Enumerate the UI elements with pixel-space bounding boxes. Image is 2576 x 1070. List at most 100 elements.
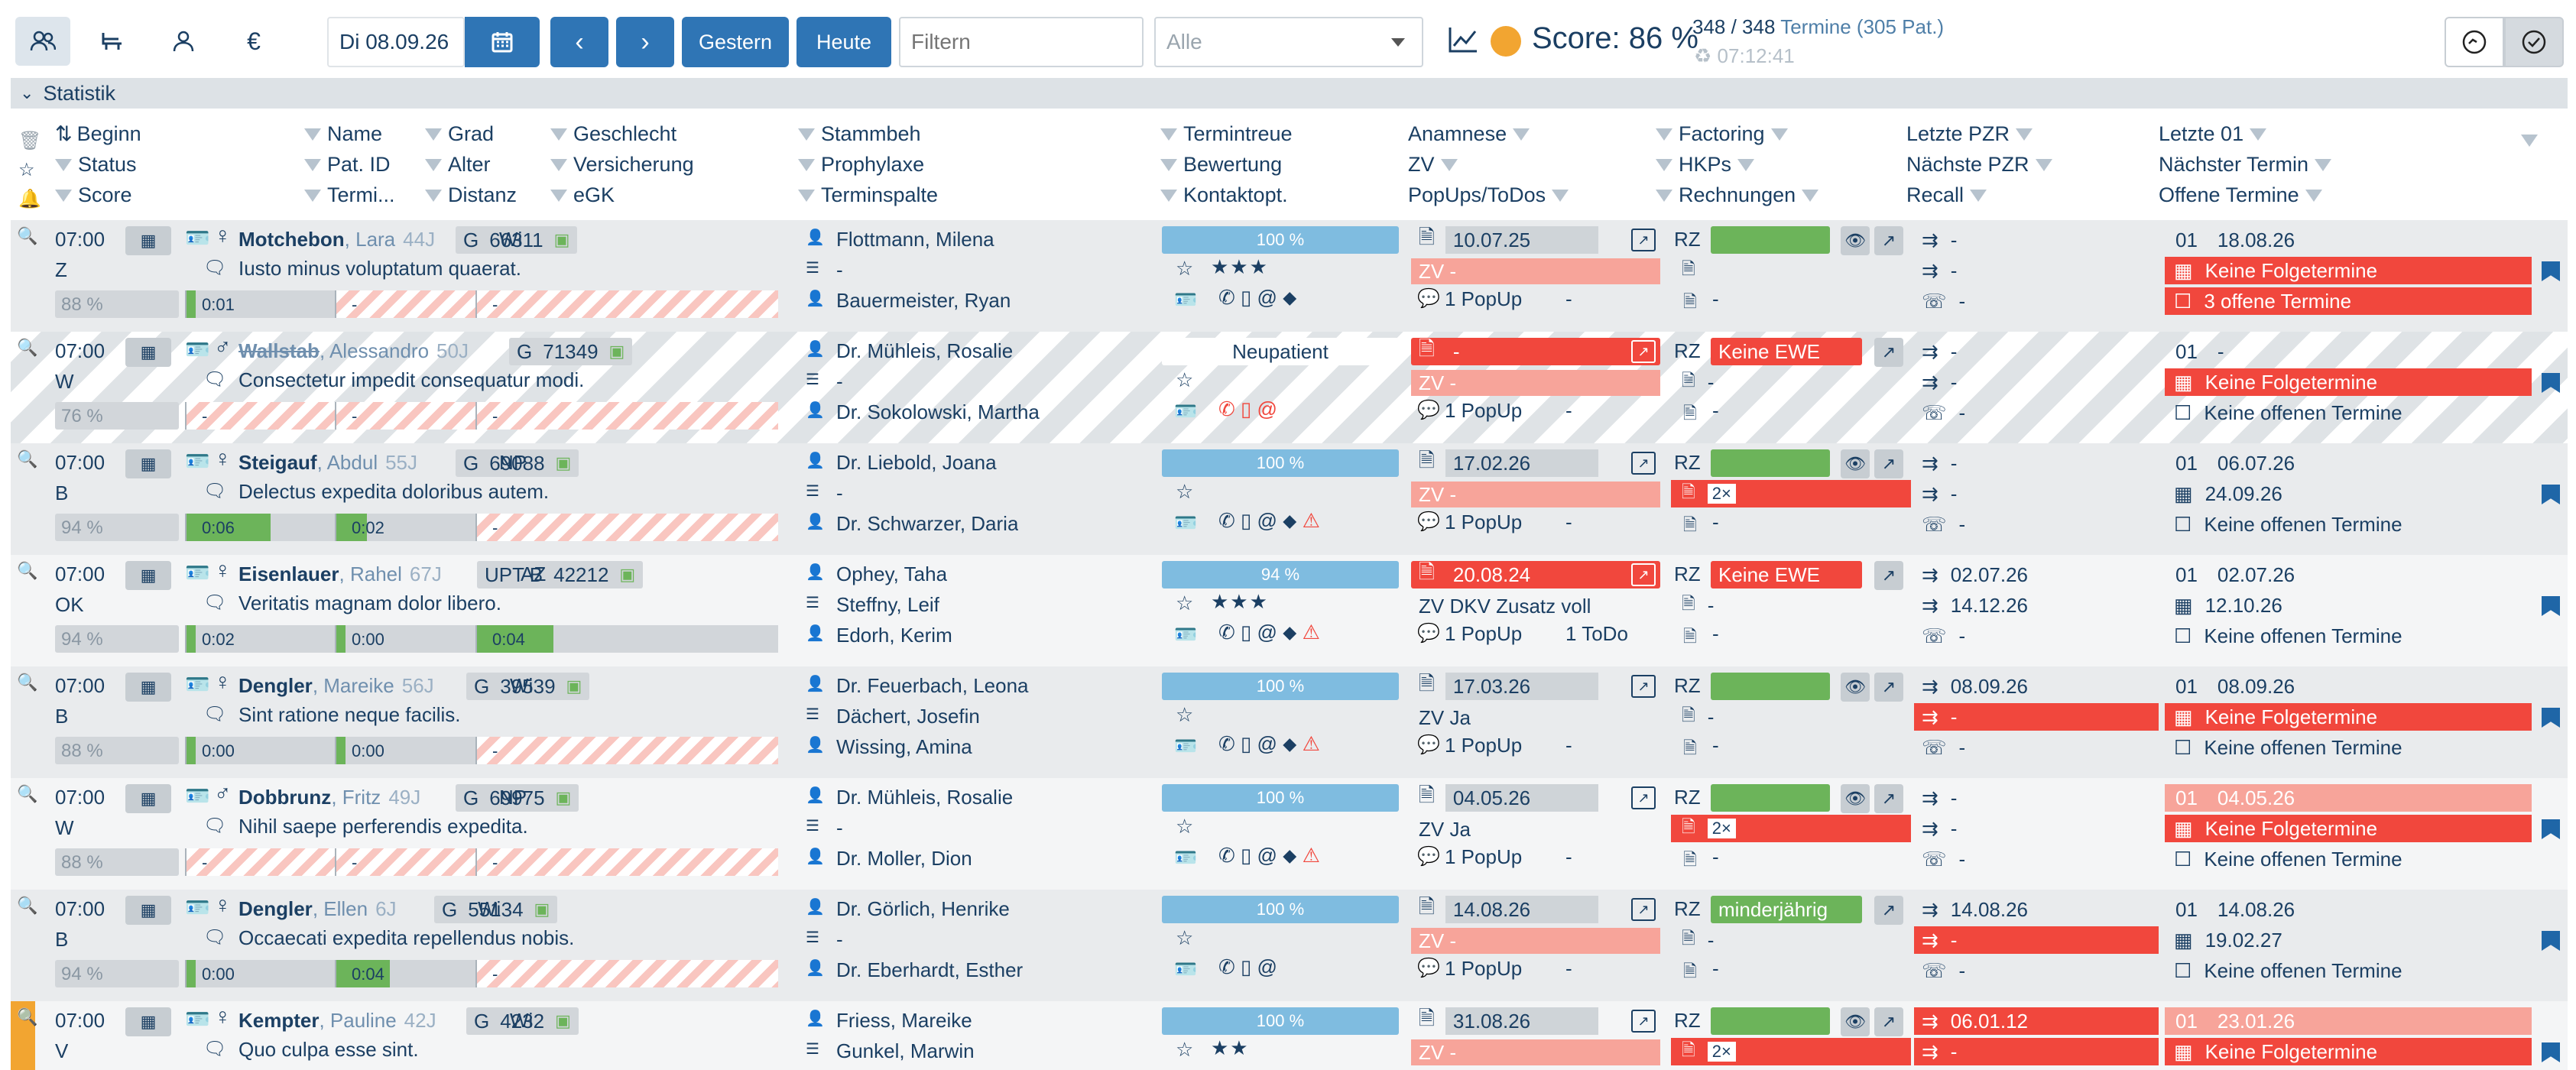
patient-name[interactable]: Motchebon, Lara 44J: [238, 228, 435, 251]
eye-icon[interactable]: 👁: [1841, 226, 1870, 255]
header-col10-2[interactable]: Nächster Termin: [2159, 153, 2332, 177]
filter-icon[interactable]: [425, 189, 442, 202]
open-external-icon[interactable]: ↗: [1874, 673, 1903, 702]
bookmark-icon[interactable]: [2542, 596, 2560, 616]
header-col8-3[interactable]: Rechnungen: [1656, 183, 1819, 207]
header-col5-2[interactable]: Prophylaxe: [798, 153, 924, 177]
filter-icon[interactable]: [798, 158, 815, 171]
qr-icon[interactable]: ▦: [125, 338, 171, 367]
table-row[interactable]: 🔍 07:00 Z 88 % ▦ 🪪 ♀ Motchebon, Lara 44J G 66311 ▣ W…: [11, 220, 2568, 332]
header-col10-3[interactable]: Offene Termine: [2159, 183, 2322, 207]
patient-name[interactable]: Dengler, Mareike 56J: [238, 674, 434, 697]
open-external-icon[interactable]: ↗: [1874, 226, 1903, 255]
header-col6-1[interactable]: Termintreue: [1160, 122, 1293, 146]
filter-icon[interactable]: [1440, 158, 1458, 171]
open-external-icon[interactable]: ↗: [1874, 449, 1903, 478]
table-row[interactable]: 🔍 07:00 OK 94 % ▦ 🪪 ♀ Eisenlauer, Rahel 67J UPT B…: [11, 555, 2568, 666]
open-external-icon[interactable]: ↗: [1631, 786, 1656, 809]
qr-icon[interactable]: ▦: [125, 1007, 171, 1036]
euro-icon[interactable]: €: [247, 27, 261, 55]
filter-icon[interactable]: [425, 128, 442, 141]
next-day-button[interactable]: ›: [616, 17, 674, 67]
qr-icon[interactable]: ▦: [125, 784, 171, 813]
open-external-icon[interactable]: ↗: [1631, 898, 1656, 921]
magnify-icon[interactable]: 🔍: [17, 226, 38, 245]
eye-icon[interactable]: 👁: [1841, 673, 1870, 702]
filter-icon[interactable]: [2315, 158, 2332, 171]
patients-icon[interactable]: [15, 17, 70, 66]
table-row[interactable]: 🔍 07:00 B 94 % ▦ 🪪 ♀ Steigauf, Abdul 55J G 69088 ▣ N…: [11, 443, 2568, 555]
bell-icon[interactable]: 🔔: [18, 189, 41, 209]
filter-icon[interactable]: [1160, 128, 1177, 141]
open-external-icon[interactable]: ↗: [1874, 896, 1903, 925]
magnify-icon[interactable]: 🔍: [17, 338, 38, 357]
sort-icon[interactable]: ⇅: [55, 122, 73, 145]
filter-icon[interactable]: [798, 189, 815, 202]
filter-icon[interactable]: [1970, 189, 1987, 202]
eye-icon[interactable]: 👁: [1841, 1007, 1870, 1036]
qr-icon[interactable]: ▦: [125, 449, 171, 478]
bookmark-icon[interactable]: [2542, 819, 2560, 839]
filter-icon[interactable]: [550, 189, 567, 202]
header-col4-3[interactable]: eGK: [550, 183, 615, 207]
qr-icon[interactable]: ▦: [125, 896, 171, 925]
chair-icon[interactable]: [86, 17, 141, 66]
mode-toggle-left[interactable]: [2445, 17, 2504, 67]
filter-icon[interactable]: [1656, 128, 1672, 141]
bookmark-icon[interactable]: [2542, 261, 2560, 281]
magnify-icon[interactable]: 🔍: [17, 784, 38, 803]
filter-icon[interactable]: [2035, 158, 2052, 171]
filter-icon[interactable]: [550, 128, 567, 141]
header-col9-1[interactable]: Letzte PZR: [1906, 122, 2033, 146]
open-external-icon[interactable]: ↗: [1874, 1007, 1903, 1036]
table-row[interactable]: 🔍 07:00 V ▦ 🪪 ♀ Kempter, Pauline 42J G 4232 ▣ Wi 🗨 Qu…: [11, 1001, 2568, 1070]
open-external-icon[interactable]: ↗: [1631, 452, 1656, 475]
filter-icon[interactable]: [1552, 189, 1569, 202]
filter-input[interactable]: [899, 17, 1144, 67]
header-col9-3[interactable]: Recall: [1906, 183, 1987, 207]
filter-icon[interactable]: [1656, 158, 1672, 171]
magnify-icon[interactable]: 🔍: [17, 1007, 38, 1026]
header-col7-3[interactable]: PopUps/ToDos: [1408, 183, 1569, 207]
filter-icon[interactable]: [1160, 158, 1177, 171]
patient-name[interactable]: Kempter, Pauline 42J: [238, 1009, 436, 1032]
table-row[interactable]: 🔍 07:00 W 76 % ▦ 🪪 ♂ Wallstab, Alessandro 50J G 71…: [11, 332, 2568, 443]
filter-icon[interactable]: [2305, 189, 2322, 202]
header-col1-3[interactable]: Score: [55, 183, 132, 207]
header-col2-1[interactable]: Name: [304, 122, 382, 146]
patient-name[interactable]: Wallstab, Alessandro 50J: [238, 339, 469, 362]
header-col5-1[interactable]: Stammbeh: [798, 122, 921, 146]
filter-icon[interactable]: [304, 158, 321, 171]
bookmark-icon[interactable]: [2542, 485, 2560, 504]
table-row[interactable]: 🔍 07:00 B 94 % ▦ 🪪 ♀ Dengler, Ellen 6J G 55134 ▣ Wi 🗨…: [11, 890, 2568, 1001]
today-button[interactable]: Heute: [796, 17, 891, 67]
status-select[interactable]: Alle: [1154, 17, 1423, 67]
eye-icon[interactable]: 👁: [1841, 449, 1870, 478]
patient-name[interactable]: Eisenlauer, Rahel 67J: [238, 563, 442, 585]
header-col1-2[interactable]: Status: [55, 153, 137, 177]
header-col6-3[interactable]: Kontaktopt.: [1160, 183, 1288, 207]
filter-icon[interactable]: [1160, 189, 1177, 202]
filter-icon[interactable]: [1737, 158, 1755, 171]
qr-icon[interactable]: ▦: [125, 673, 171, 702]
filter-icon[interactable]: [2250, 128, 2267, 141]
bookmark-icon[interactable]: [2542, 931, 2560, 951]
filter-icon[interactable]: [1802, 189, 1819, 202]
open-external-icon[interactable]: ↗: [1631, 675, 1656, 698]
header-col1-1[interactable]: ⇅ Beginn: [55, 122, 141, 146]
header-col9-2[interactable]: Nächste PZR: [1906, 153, 2052, 177]
filter-icon[interactable]: [304, 128, 321, 141]
magnify-icon[interactable]: 🔍: [17, 673, 38, 692]
header-col4-2[interactable]: Versicherung: [550, 153, 694, 177]
yesterday-button[interactable]: Gestern: [682, 17, 789, 67]
filter-icon[interactable]: [55, 189, 72, 202]
star-icon[interactable]: ☆: [18, 160, 35, 180]
filter-icon[interactable]: [2016, 128, 2033, 141]
calendar-button[interactable]: [465, 17, 540, 67]
qr-icon[interactable]: ▦: [125, 226, 171, 255]
open-external-icon[interactable]: ↗: [1874, 338, 1903, 367]
prev-day-button[interactable]: ‹: [550, 17, 608, 67]
bookmark-icon[interactable]: [2542, 1042, 2560, 1062]
statistics-section-toggle[interactable]: ⌄ Statistik: [11, 78, 2568, 109]
filter-icon[interactable]: [550, 158, 567, 171]
